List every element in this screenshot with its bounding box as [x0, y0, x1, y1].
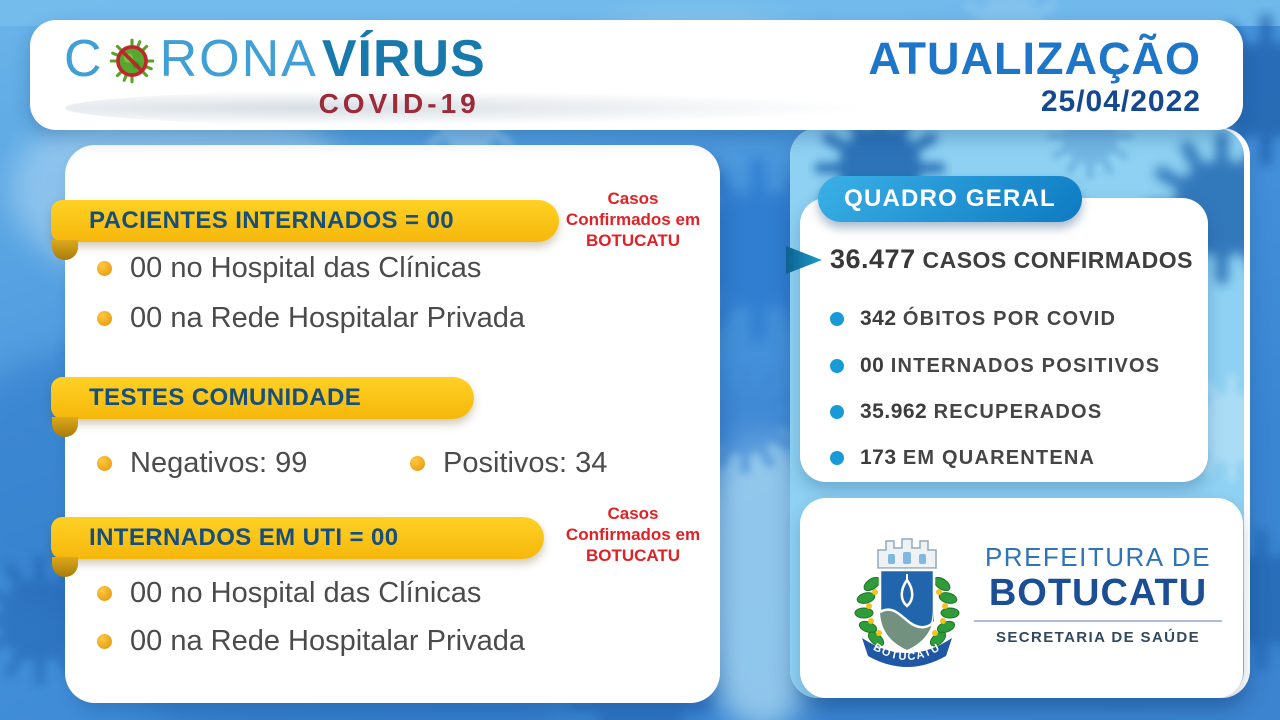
stat-row: 35.962 RECUPERADOS: [830, 399, 1102, 425]
virus-icon: [109, 38, 154, 84]
logo-prefix: C: [64, 30, 104, 88]
note-line: Confirmados em: [565, 210, 701, 229]
list-item: Negativos: 99: [97, 443, 307, 483]
note-line: Casos: [607, 504, 659, 523]
quadro-geral-pill: QUADRO GERAL: [818, 176, 1082, 222]
list-item: 00 no Hospital das Clínicas: [97, 248, 481, 288]
note-line: Confirmados em: [565, 525, 701, 544]
logo-wordmark: C: [64, 26, 486, 92]
prefeitura-card: BOTUCATU PREFEITURA DE BOTUCATU SECRETAR…: [800, 498, 1243, 698]
list-item: 00 no Hospital das Clínicas: [97, 573, 481, 613]
bullet-dot-icon: [97, 455, 112, 471]
stat-value: 00: [860, 354, 885, 377]
note-line: Casos: [607, 189, 659, 208]
bullet-dot-icon: [830, 451, 844, 465]
item-label: 00 na Rede Hospitalar Privada: [130, 301, 525, 334]
stat-value: 35.962: [860, 400, 928, 423]
bullet-dot-icon: [97, 633, 112, 649]
divider: [974, 620, 1222, 622]
stat-row: 00 INTERNADOS POSITIVOS: [830, 353, 1160, 379]
arrow-right-icon: [786, 246, 822, 274]
logo-rest: RONA: [159, 30, 318, 88]
pill-pacientes-internados: PACIENTES INTERNADOS = 00: [51, 200, 559, 260]
list-item: Positivos: 34: [410, 443, 607, 483]
stat-label: EM QUARENTENA: [902, 447, 1096, 469]
item-label: 00 na Rede Hospitalar Privada: [130, 624, 525, 657]
prefeitura-line1: PREFEITURA DE: [984, 542, 1212, 572]
secretaria-label: SECRETARIA DE SAÚDE: [995, 629, 1201, 646]
item-label: 00 no Hospital das Clínicas: [130, 251, 482, 284]
stat-label: INTERNADOS POSITIVOS: [890, 355, 1161, 377]
pill-testes-comunidade: TESTES COMUNIDADE: [51, 377, 474, 437]
confirmed-cases-note-1: Casos Confirmados em BOTUCATU: [543, 188, 723, 251]
stat-label: ÓBITOS POR COVID: [902, 308, 1117, 330]
stat-row: 173 EM QUARENTENA: [830, 445, 1095, 471]
note-line: BOTUCATU: [585, 546, 681, 565]
logo-subtitle: COVID-19: [318, 88, 480, 119]
logo-bold: VÍRUS: [321, 30, 486, 88]
stat-value: 173: [860, 446, 897, 469]
stat-value: 342: [860, 307, 897, 330]
note-line: BOTUCATU: [585, 231, 681, 250]
bullet-dot-icon: [830, 405, 844, 419]
prefeitura-line2: BOTUCATU: [988, 572, 1208, 614]
stat-label: RECUPERADOS: [933, 401, 1103, 423]
banner-swoosh: [65, 88, 945, 128]
botucatu-crest: BOTUCATU: [854, 538, 960, 667]
headline-value: 36.477: [830, 244, 916, 274]
stat-row: 342 ÓBITOS POR COVID: [830, 306, 1116, 332]
bullet-dot-icon: [830, 359, 844, 373]
bullet-dot-icon: [97, 310, 112, 326]
update-title: ATUALIZAÇÃO: [868, 33, 1201, 84]
list-item: 00 na Rede Hospitalar Privada: [97, 298, 525, 338]
bullet-dot-icon: [97, 260, 112, 276]
bullet-dot-icon: [410, 455, 425, 471]
list-item: 00 na Rede Hospitalar Privada: [97, 621, 525, 661]
item-label: Positivos: 34: [443, 446, 608, 479]
item-label: Negativos: 99: [130, 446, 308, 479]
local-stats-card: PACIENTES INTERNADOS = 00 Casos Confirma…: [51, 145, 723, 703]
confirmed-cases-headline: 36.477 CASOS CONFIRMADOS: [830, 244, 1193, 275]
pill-internados-uti: INTERNADOS EM UTI = 00: [51, 517, 544, 577]
bullet-dot-icon: [97, 585, 112, 601]
coronavirus-logo: C: [64, 26, 486, 120]
bullet-dot-icon: [830, 312, 844, 326]
item-label: 00 no Hospital das Clínicas: [130, 576, 482, 609]
prefeitura-wordmark: PREFEITURA DE BOTUCATU SECRETARIA DE SAÚ…: [972, 542, 1224, 646]
general-stats-card: QUADRO GERAL 36.477 CASOS CONFIRMADOS 34…: [786, 176, 1208, 482]
headline-label: CASOS CONFIRMADOS: [915, 247, 1193, 273]
confirmed-cases-note-2: Casos Confirmados em BOTUCATU: [543, 503, 723, 566]
update-date: 25/04/2022: [1040, 85, 1201, 118]
header-banner: C: [30, 20, 1243, 130]
update-block: ATUALIZAÇÃO 25/04/2022: [868, 34, 1201, 120]
